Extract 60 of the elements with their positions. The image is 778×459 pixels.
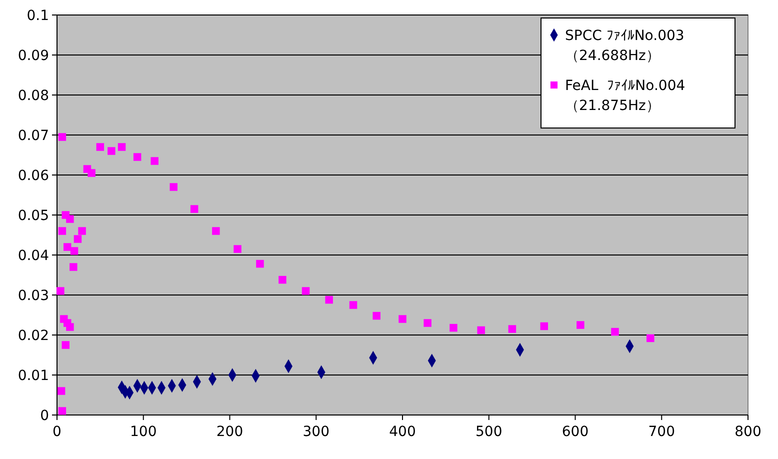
point — [88, 169, 96, 177]
x-tick-label: 600 — [562, 424, 589, 440]
point — [170, 183, 178, 191]
point — [78, 227, 86, 235]
point — [63, 243, 72, 251]
point — [58, 407, 66, 415]
x-tick-label: 500 — [476, 424, 502, 440]
point — [108, 147, 116, 155]
point — [646, 334, 654, 342]
point — [62, 341, 70, 349]
point — [66, 323, 74, 331]
point — [611, 328, 619, 336]
point — [234, 245, 242, 253]
x-tick-label: 800 — [734, 424, 762, 440]
point — [190, 205, 198, 213]
point — [508, 325, 516, 333]
point — [70, 247, 78, 255]
point — [56, 287, 64, 295]
point — [133, 153, 142, 161]
y-tick-label: 0.08 — [18, 88, 49, 104]
point — [256, 260, 264, 268]
x-tick-label: 200 — [216, 424, 244, 440]
point — [74, 235, 82, 243]
point — [58, 227, 66, 235]
y-tick-label: 0.1 — [26, 8, 49, 24]
point — [349, 301, 358, 309]
y-tick-label: 0.05 — [18, 208, 49, 224]
y-tick-label: 0 — [40, 408, 49, 424]
point — [278, 276, 286, 284]
legend-label: SPCC ﾌｧｲﾙNo.003 （24.688Hz） — [565, 28, 684, 64]
x-tick-label: 400 — [389, 424, 416, 440]
y-tick-label: 0.04 — [18, 248, 50, 264]
x-tick-label: 300 — [302, 424, 330, 440]
point — [372, 312, 380, 320]
point — [576, 321, 584, 329]
point — [212, 227, 220, 235]
point — [540, 322, 548, 330]
x-tick-label: 0 — [52, 424, 62, 440]
point — [150, 157, 158, 165]
y-tick-label: 0.01 — [18, 368, 49, 384]
point — [57, 387, 66, 395]
point — [302, 287, 310, 295]
legend-label: FeAL ﾌｧｲﾙNo.004 （21.875Hz） — [565, 78, 686, 114]
point — [477, 326, 485, 334]
point — [118, 143, 126, 151]
point — [325, 296, 333, 304]
x-tick-label: 100 — [130, 424, 157, 440]
point — [96, 143, 104, 151]
y-tick-label: 0.02 — [18, 328, 49, 344]
y-tick-label: 0.03 — [18, 288, 49, 304]
y-tick-label: 0.06 — [18, 168, 50, 184]
point — [450, 324, 458, 332]
x-tick-label: 700 — [648, 424, 675, 440]
point — [70, 263, 78, 271]
point — [58, 133, 66, 141]
y-tick-label: 0.09 — [18, 48, 49, 64]
point — [424, 319, 432, 327]
y-tick-label: 0.07 — [18, 128, 49, 144]
point — [66, 215, 74, 223]
point — [398, 315, 406, 323]
